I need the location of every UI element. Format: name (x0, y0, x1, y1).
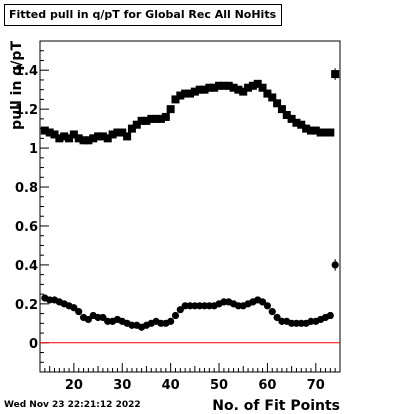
data-point-square (118, 128, 127, 137)
data-point-circle (326, 311, 334, 320)
data-point-square (205, 83, 214, 92)
data-point-circle (99, 313, 107, 322)
x-tick-label: 60 (258, 378, 276, 393)
data-point-circle (171, 311, 180, 320)
data-point-square (89, 134, 98, 143)
data-point-square (152, 114, 161, 123)
data-point-square (161, 112, 170, 121)
data-point-square (186, 89, 194, 98)
data-point-square (181, 89, 190, 98)
data-point-square (55, 134, 64, 143)
data-point-circle (331, 261, 339, 269)
data-point-square (331, 70, 340, 79)
data-point-square (287, 114, 296, 123)
data-point-square (282, 110, 291, 119)
data-point-square (79, 136, 88, 145)
data-point-square (253, 79, 262, 88)
data-point-square (248, 81, 257, 90)
y-tick-label: 1 (29, 142, 38, 157)
data-point-circle (70, 304, 78, 312)
data-point-square (297, 120, 306, 129)
data-point-square (215, 81, 224, 90)
data-point-square (50, 130, 59, 139)
x-tick-label: 70 (307, 378, 325, 393)
data-point-square (258, 83, 267, 92)
data-point-square (127, 124, 136, 133)
y-tick-label: 0.6 (15, 220, 38, 235)
data-point-square (123, 132, 132, 141)
data-point-square (277, 105, 286, 114)
data-point-square (244, 83, 253, 92)
data-point-square (166, 105, 175, 114)
data-point-circle (263, 302, 272, 310)
data-point-square (326, 128, 335, 137)
data-point-circle (167, 317, 175, 325)
data-point-square (74, 134, 83, 143)
data-point-square (311, 126, 320, 135)
y-tick-label: 0.8 (15, 181, 38, 196)
y-axis-label: pull in q/pT (9, 41, 25, 130)
data-point-square (229, 83, 238, 92)
data-point-square (113, 128, 122, 137)
data-point-circle (176, 306, 184, 314)
data-point-square (306, 126, 315, 135)
data-point-square (156, 114, 165, 123)
data-point-circle (268, 308, 276, 316)
data-point-square (195, 85, 204, 94)
data-point-square (84, 136, 93, 145)
x-tick-label: 50 (210, 378, 228, 393)
data-point-circle (258, 298, 267, 306)
x-tick-label: 20 (65, 378, 83, 393)
x-axis-label: No. of Fit Points (212, 398, 340, 414)
data-point-square (142, 116, 151, 125)
chart-title-box: Fitted pull in q/pT for Global Rec All N… (4, 4, 282, 26)
data-point-circle (273, 313, 281, 322)
data-point-square (224, 81, 233, 90)
data-point-square (316, 128, 325, 137)
data-point-square (239, 87, 248, 96)
data-point-square (171, 95, 180, 104)
x-tick-label: 40 (162, 378, 180, 393)
data-point-square (137, 116, 146, 125)
y-tick-label: 1.4 (15, 64, 38, 79)
data-point-square (69, 130, 78, 139)
data-point-square (40, 126, 49, 135)
data-point-square (60, 132, 69, 141)
data-point-square (98, 132, 107, 141)
data-point-circle (75, 308, 83, 316)
data-point-square (234, 85, 243, 94)
y-tick-label: 0.4 (15, 259, 38, 274)
data-point-square (108, 130, 117, 139)
data-point-square (190, 87, 199, 96)
data-point-square (103, 134, 112, 143)
data-point-square (302, 124, 311, 133)
data-point-square (65, 134, 74, 143)
data-point-square (268, 93, 277, 102)
data-point-square (176, 91, 185, 100)
data-point-square (219, 81, 228, 90)
data-point-square (210, 83, 219, 92)
data-point-square (94, 132, 103, 141)
y-tick-label: 0.2 (15, 298, 38, 313)
timestamp: Wed Nov 23 22:21:12 2022 (4, 400, 141, 410)
data-point-square (200, 85, 209, 94)
data-point-square (321, 128, 330, 137)
chart-title: Fitted pull in q/pT for Global Rec All N… (9, 8, 277, 21)
data-point-square (45, 128, 54, 137)
data-point-square (147, 114, 156, 123)
data-point-square (132, 120, 141, 129)
y-tick-label: 1.2 (15, 103, 38, 118)
y-tick-label: 0 (29, 337, 38, 352)
x-tick-label: 30 (113, 378, 131, 393)
data-point-square (292, 118, 301, 127)
data-point-square (273, 99, 282, 108)
data-point-circle (84, 315, 92, 324)
data-point-square (263, 89, 272, 98)
